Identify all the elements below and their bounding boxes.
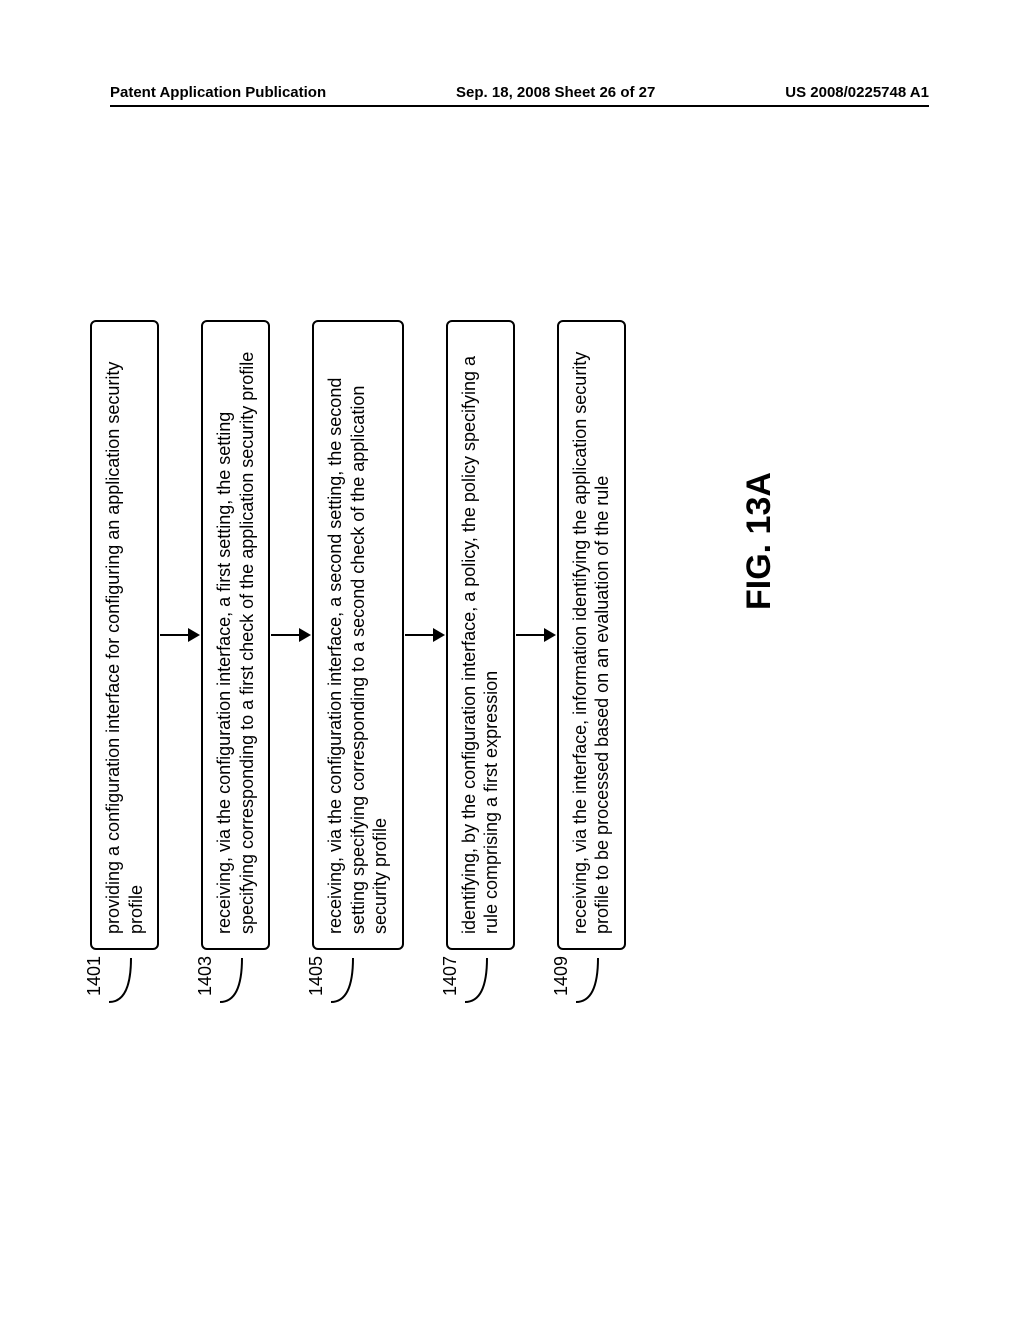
flow-box: providing a configuration interface for …	[90, 320, 159, 950]
step-number: 1409	[551, 956, 572, 996]
page-header: Patent Application Publication Sep. 18, …	[110, 84, 929, 107]
flow-box: receiving, via the configuration interfa…	[201, 320, 270, 950]
arrow-down-icon	[271, 625, 311, 645]
lead-line-icon	[463, 956, 493, 1006]
arrow-cell	[404, 320, 446, 950]
header-center: Sep. 18, 2008 Sheet 26 of 27	[456, 84, 655, 101]
step-label-col: 1407	[440, 950, 493, 1040]
flow-step: 1401 providing a configuration interface…	[90, 320, 159, 1040]
arrow-down-icon	[160, 625, 200, 645]
step-number: 1407	[440, 956, 461, 996]
step-label-col: 1405	[306, 950, 359, 1040]
flow-box: identifying, by the configuration interf…	[446, 320, 515, 950]
arrow-cell	[270, 320, 312, 950]
step-number: 1405	[306, 956, 327, 996]
figure-label: FIG. 13A	[740, 472, 779, 610]
flow-arrow-row	[270, 320, 312, 1040]
flow-box: receiving, via the interface, informatio…	[557, 320, 626, 950]
step-label-col: 1409	[551, 950, 604, 1040]
step-number: 1403	[195, 956, 216, 996]
arrow-down-icon	[516, 625, 556, 645]
arrow-cell	[159, 320, 201, 950]
flow-step: 1407 identifying, by the configuration i…	[446, 320, 515, 1040]
step-number: 1401	[84, 956, 105, 996]
lead-line-icon	[574, 956, 604, 1006]
arrow-cell	[515, 320, 557, 950]
header-left: Patent Application Publication	[110, 84, 326, 101]
lead-line-icon	[329, 956, 359, 1006]
step-label-col: 1401	[84, 950, 137, 1040]
step-label-col: 1403	[195, 950, 248, 1040]
page: Patent Application Publication Sep. 18, …	[0, 0, 1024, 1320]
flow-step: 1405 receiving, via the configuration in…	[312, 320, 404, 1040]
arrow-down-icon	[405, 625, 445, 645]
flow-step: 1403 receiving, via the configuration in…	[201, 320, 270, 1040]
flow-step: 1409 receiving, via the interface, infor…	[557, 320, 626, 1040]
flowchart-diagram: 1401 providing a configuration interface…	[90, 320, 930, 1040]
lead-line-icon	[107, 956, 137, 1006]
flow-arrow-row	[159, 320, 201, 1040]
flow-arrow-row	[515, 320, 557, 1040]
header-right: US 2008/0225748 A1	[785, 84, 929, 101]
lead-line-icon	[218, 956, 248, 1006]
flow-box: receiving, via the configuration interfa…	[312, 320, 404, 950]
flowchart-column: 1401 providing a configuration interface…	[90, 320, 626, 1040]
flow-arrow-row	[404, 320, 446, 1040]
